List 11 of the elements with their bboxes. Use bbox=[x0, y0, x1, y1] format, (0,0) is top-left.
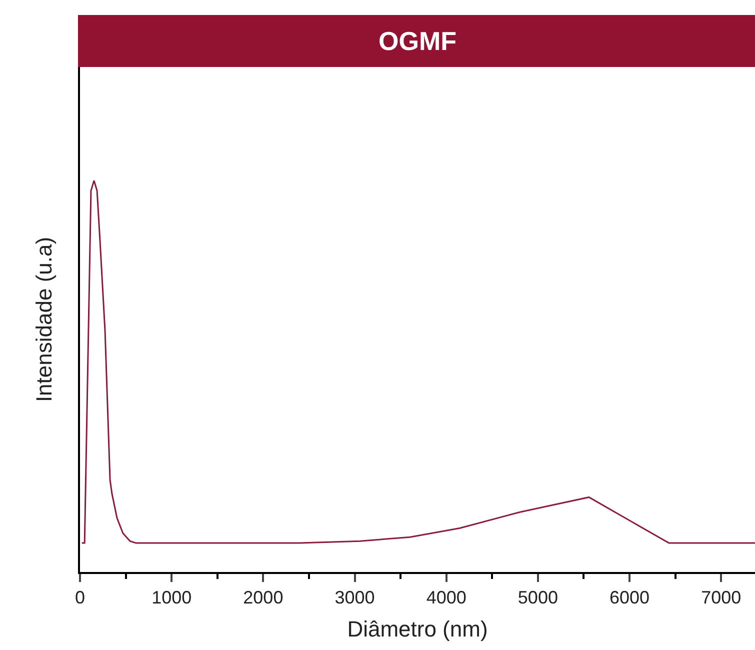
x-tick-label: 1000 bbox=[152, 587, 192, 608]
x-tick-label: 6000 bbox=[610, 587, 650, 608]
x-axis-title: Diâmetro (nm) bbox=[347, 616, 488, 642]
x-tick-label: 5000 bbox=[518, 587, 558, 608]
x-tick-label: 7000 bbox=[701, 587, 742, 608]
x-tick-label: 0 bbox=[74, 587, 86, 608]
x-tick-label: 3000 bbox=[334, 587, 375, 608]
x-tick-label: 2000 bbox=[243, 587, 284, 608]
x-tick-label: 4000 bbox=[426, 587, 466, 608]
y-axis-title: Intensidade (u.a) bbox=[32, 236, 57, 402]
chart-title: OGMF bbox=[378, 26, 456, 56]
